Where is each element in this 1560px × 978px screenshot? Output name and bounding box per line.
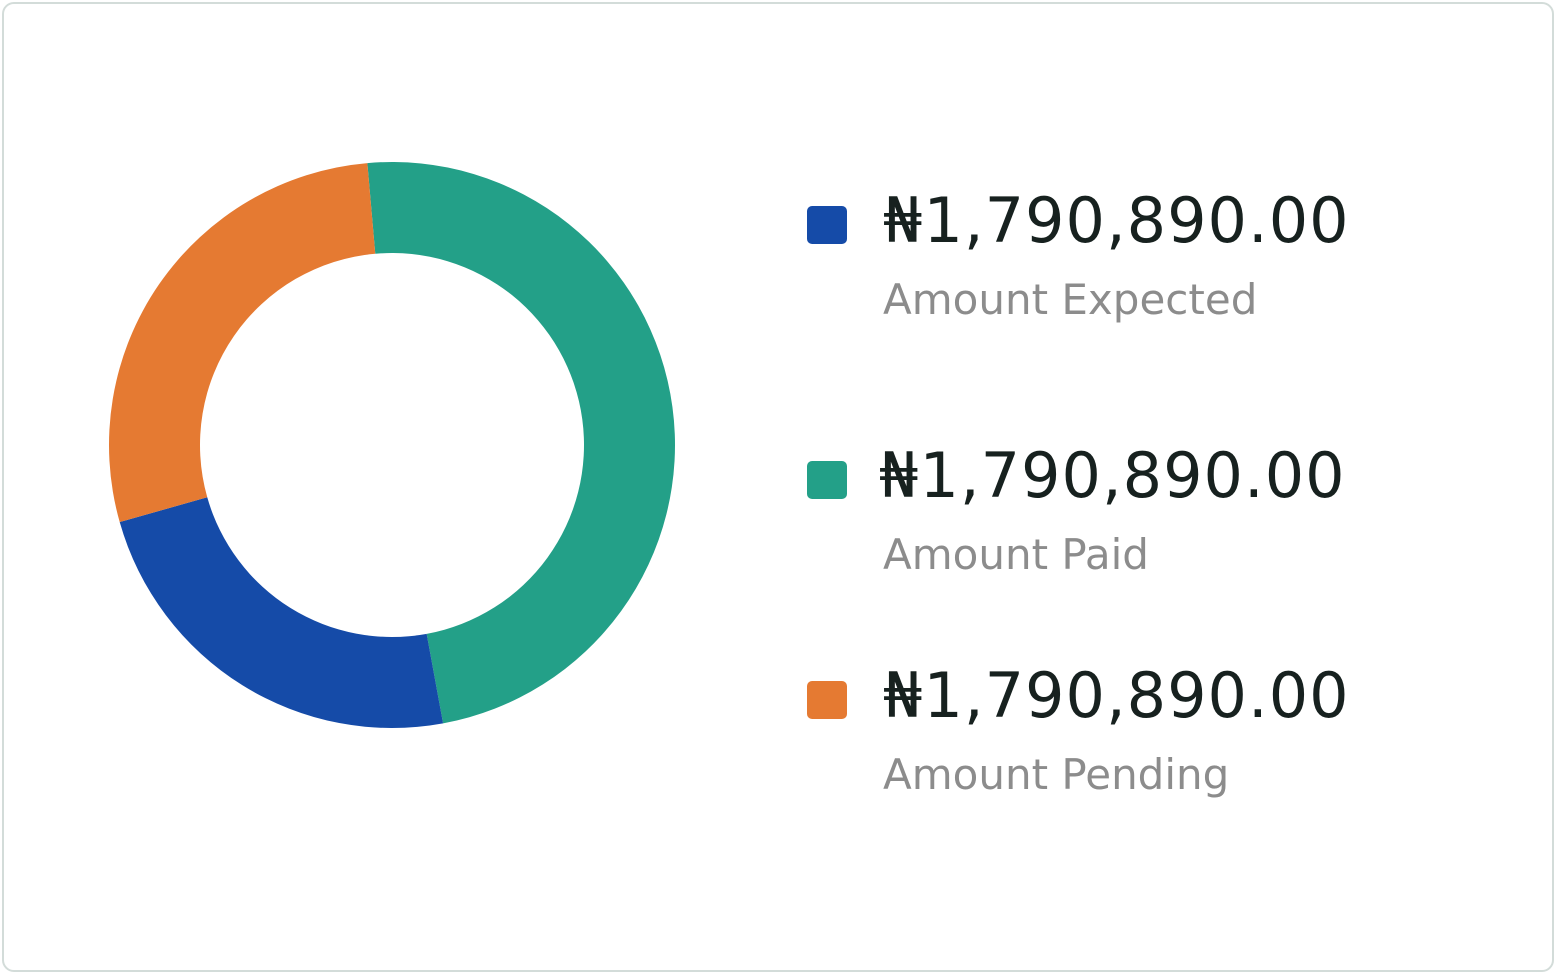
- donut-slice-amount-pending: [109, 163, 376, 523]
- amount-expected-label: Amount Expected: [883, 275, 1258, 324]
- legend-item-amount-paid: ₦1,790,890.00 Amount Paid: [807, 437, 1507, 577]
- legend-swatch-pending: [807, 681, 847, 719]
- donut-chart: [109, 162, 675, 728]
- legend-item-amount-pending: ₦1,790,890.00 Amount Pending: [807, 657, 1507, 797]
- legend-swatch-paid: [807, 461, 847, 499]
- amount-paid-value: ₦1,790,890.00: [879, 439, 1346, 512]
- amount-expected-value: ₦1,790,890.00: [883, 184, 1350, 257]
- chart-legend: ₦1,790,890.00 Amount Expected ₦1,790,890…: [807, 4, 1507, 974]
- donut-slice-amount-expected: [119, 497, 444, 728]
- legend-swatch-expected: [807, 206, 847, 244]
- amount-pending-value: ₦1,790,890.00: [883, 659, 1350, 732]
- amount-paid-label: Amount Paid: [883, 530, 1149, 579]
- amount-pending-label: Amount Pending: [883, 750, 1230, 799]
- legend-item-amount-expected: ₦1,790,890.00 Amount Expected: [807, 182, 1507, 322]
- donut-slice-amount-paid: [367, 162, 675, 724]
